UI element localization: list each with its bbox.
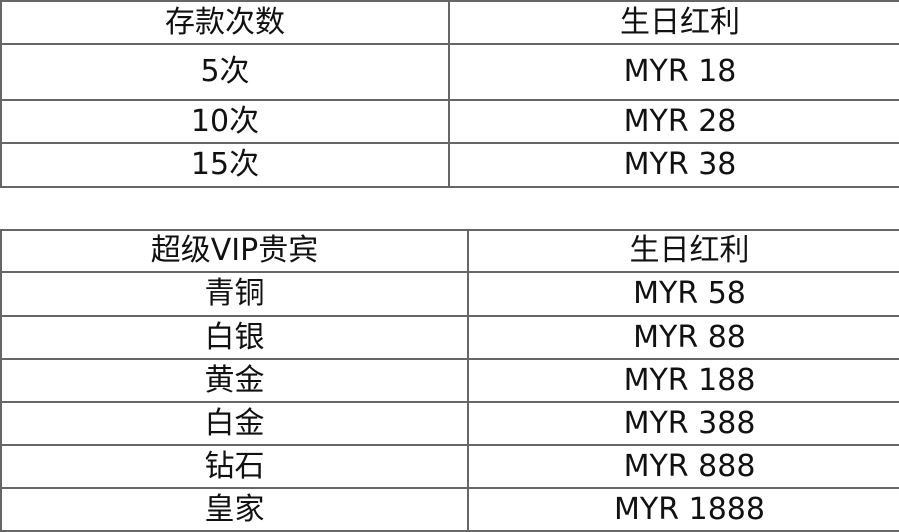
table-row: 白金 MYR 388: [0, 401, 899, 446]
header-cell: 生日红利: [467, 229, 899, 273]
vip-bonus-table: 超级VIP贵宾 生日红利 青铜 MYR 58 白银 MYR 88 黄金 MYR …: [0, 229, 899, 532]
cell: MYR 188: [467, 358, 899, 403]
table-header-row: 存款次数 生日红利: [0, 0, 899, 45]
cell: MYR 388: [467, 401, 899, 446]
cell: 白银: [0, 315, 469, 360]
cell: MYR 28: [448, 99, 899, 144]
cell: MYR 888: [467, 444, 899, 489]
table-row: 白银 MYR 88: [0, 315, 899, 360]
cell: MYR 1888: [467, 487, 899, 532]
cell: MYR 88: [467, 315, 899, 360]
cell: 青铜: [0, 271, 469, 317]
header-cell: 超级VIP贵宾: [0, 229, 469, 273]
table-row: 5次 MYR 18: [0, 43, 899, 101]
cell: 黄金: [0, 358, 469, 403]
cell: 15次: [0, 142, 450, 188]
table-row: 黄金 MYR 188: [0, 358, 899, 403]
cell: 皇家: [0, 487, 469, 532]
table-row: 15次 MYR 38: [0, 142, 899, 188]
cell: MYR 58: [467, 271, 899, 317]
cell: 钻石: [0, 444, 469, 489]
header-cell: 生日红利: [448, 0, 899, 45]
table-row: 钻石 MYR 888: [0, 444, 899, 489]
cell: 5次: [0, 43, 450, 101]
cell: MYR 38: [448, 142, 899, 188]
deposit-bonus-table: 存款次数 生日红利 5次 MYR 18 10次 MYR 28 15次 MYR 3…: [0, 0, 899, 188]
table-header-row: 超级VIP贵宾 生日红利: [0, 229, 899, 273]
table-row: 青铜 MYR 58: [0, 271, 899, 317]
cell: 白金: [0, 401, 469, 446]
table-row: 10次 MYR 28: [0, 99, 899, 144]
cell: MYR 18: [448, 43, 899, 101]
header-cell: 存款次数: [0, 0, 450, 45]
table-row: 皇家 MYR 1888: [0, 487, 899, 532]
cell: 10次: [0, 99, 450, 144]
